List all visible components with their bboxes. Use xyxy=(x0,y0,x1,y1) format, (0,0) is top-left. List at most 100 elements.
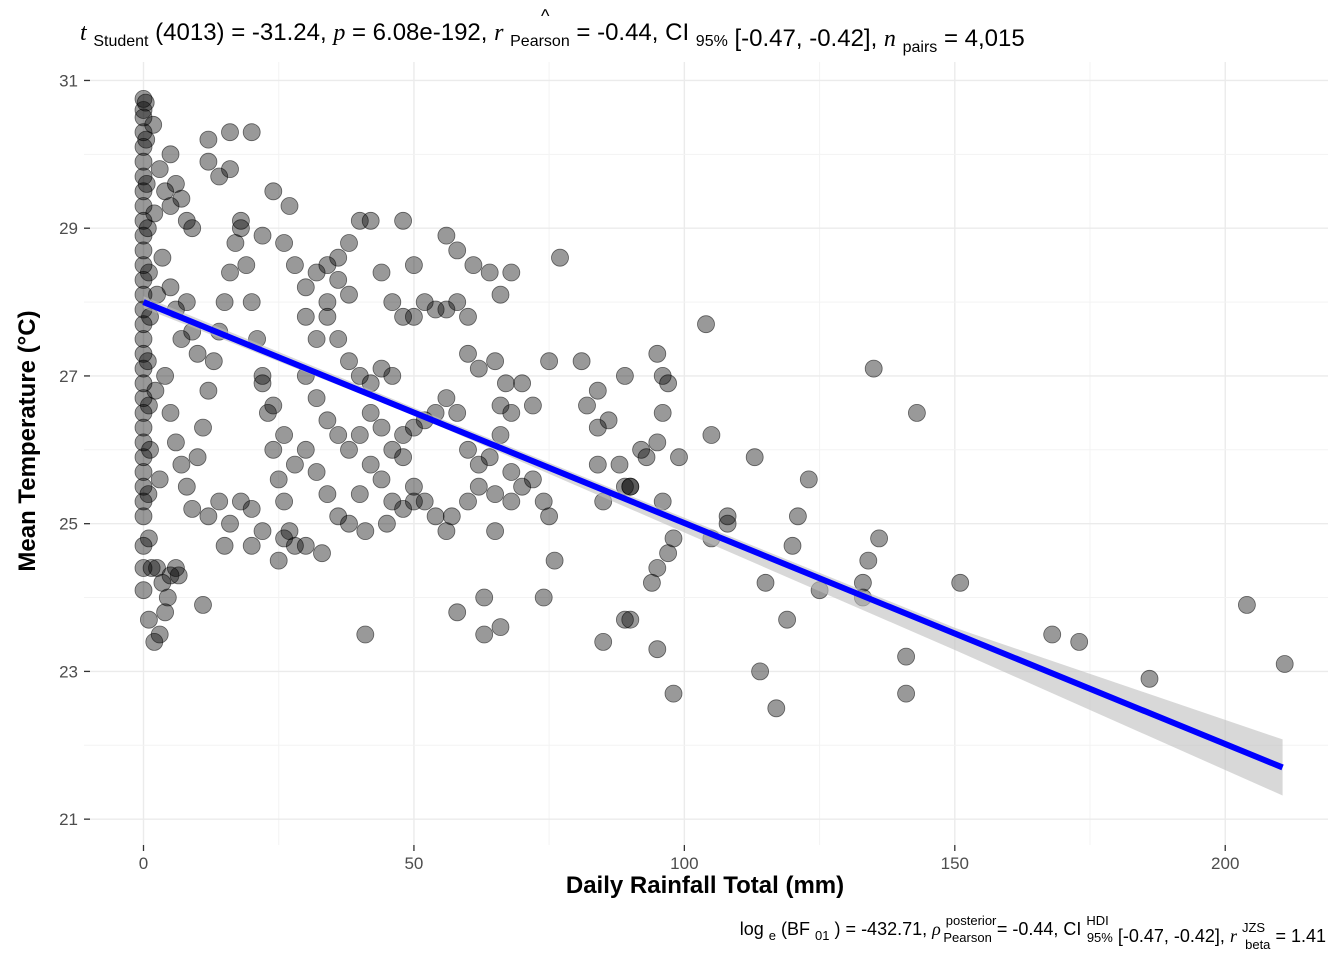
data-point xyxy=(142,559,161,577)
data-point xyxy=(394,307,413,326)
data-point xyxy=(134,270,153,289)
data-point xyxy=(534,588,553,607)
rho-symbol: ρ xyxy=(931,919,941,939)
data-point xyxy=(253,522,272,540)
r-symbol: r xyxy=(494,20,504,46)
data-point xyxy=(767,699,786,718)
data-point xyxy=(199,381,218,400)
data-point xyxy=(513,374,531,393)
data-point xyxy=(285,256,304,275)
data-point xyxy=(426,507,445,526)
data-point xyxy=(275,426,294,444)
x-tick-label: 100 xyxy=(670,854,698,873)
data-point xyxy=(404,477,423,496)
data-point xyxy=(264,182,283,201)
data-point xyxy=(513,477,531,496)
data-point xyxy=(194,418,212,437)
data-point xyxy=(177,293,196,312)
data-point xyxy=(718,507,737,526)
data-point xyxy=(145,633,164,651)
r-jzs-superscript: JZS xyxy=(1242,920,1265,935)
data-point xyxy=(340,440,358,459)
data-point xyxy=(307,263,326,282)
data-point xyxy=(210,167,229,186)
data-point xyxy=(137,174,156,193)
data-point xyxy=(221,514,239,533)
data-point xyxy=(502,492,521,511)
rho-superscript: posterior xyxy=(946,913,997,928)
data-point xyxy=(372,418,391,437)
data-point xyxy=(469,455,488,474)
data-point xyxy=(648,640,667,659)
ci-hdi-value: [-0.47, -0.42] xyxy=(1118,926,1220,946)
data-point xyxy=(383,492,402,511)
data-point xyxy=(394,426,413,444)
data-point xyxy=(285,455,304,474)
data-point xyxy=(138,219,157,238)
data-point xyxy=(897,647,915,666)
data-point xyxy=(150,625,169,644)
data-point xyxy=(551,248,569,267)
data-point xyxy=(329,270,348,289)
x-tick-label: 200 xyxy=(1211,854,1239,873)
data-point xyxy=(253,366,272,385)
data-point xyxy=(459,492,477,511)
data-point xyxy=(204,352,223,371)
t-value: -31.24 xyxy=(252,19,320,46)
data-point xyxy=(502,403,521,422)
ci-label: CI xyxy=(665,19,689,46)
data-point xyxy=(459,440,477,459)
data-point xyxy=(188,448,207,467)
data-point xyxy=(172,189,191,208)
data-point xyxy=(540,352,558,371)
y-tick-label: 23 xyxy=(59,662,78,681)
data-point xyxy=(783,536,802,555)
data-point xyxy=(134,241,153,260)
n-value: 4,015 xyxy=(965,25,1025,52)
n-subscript: pairs xyxy=(903,39,938,56)
data-point xyxy=(475,625,494,644)
r-jzs-symbol: r xyxy=(1230,926,1238,946)
data-point xyxy=(145,204,164,223)
data-point xyxy=(616,366,634,385)
ci-value: [-0.47, -0.42] xyxy=(735,25,871,52)
data-point xyxy=(648,344,667,363)
data-point xyxy=(161,278,180,297)
data-point xyxy=(313,544,331,563)
ci-subscript: 95% xyxy=(696,33,728,50)
data-point xyxy=(404,256,423,275)
data-point xyxy=(469,477,488,496)
data-point xyxy=(242,499,261,518)
data-point xyxy=(643,573,661,592)
data-point xyxy=(199,130,218,149)
data-point xyxy=(437,389,456,408)
data-point xyxy=(394,448,413,467)
data-point xyxy=(253,226,272,245)
r-jzs-subscript: beta xyxy=(1245,937,1271,952)
data-point xyxy=(469,359,488,378)
data-point xyxy=(134,433,153,452)
data-point xyxy=(697,315,715,334)
data-point xyxy=(448,293,467,312)
data-point xyxy=(864,359,883,378)
data-point xyxy=(621,477,640,496)
data-point xyxy=(664,684,683,703)
data-point xyxy=(221,263,239,282)
data-point xyxy=(594,633,613,651)
data-point xyxy=(350,211,369,230)
ci-hdi-label: CI xyxy=(1063,919,1081,939)
data-point xyxy=(404,418,423,437)
data-point xyxy=(653,403,672,422)
data-point xyxy=(1238,596,1256,614)
data-point xyxy=(139,485,158,504)
data-point xyxy=(545,551,564,570)
data-point xyxy=(161,145,180,164)
data-point xyxy=(215,536,234,555)
data-point xyxy=(496,374,515,393)
data-point xyxy=(280,197,299,215)
data-point xyxy=(134,167,153,186)
x-tick-label: 50 xyxy=(404,854,423,873)
data-point xyxy=(859,551,878,570)
data-point xyxy=(756,573,775,592)
data-point xyxy=(870,529,888,548)
